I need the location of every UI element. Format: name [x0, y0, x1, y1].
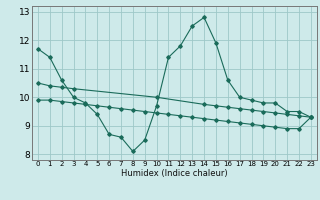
- X-axis label: Humidex (Indice chaleur): Humidex (Indice chaleur): [121, 169, 228, 178]
